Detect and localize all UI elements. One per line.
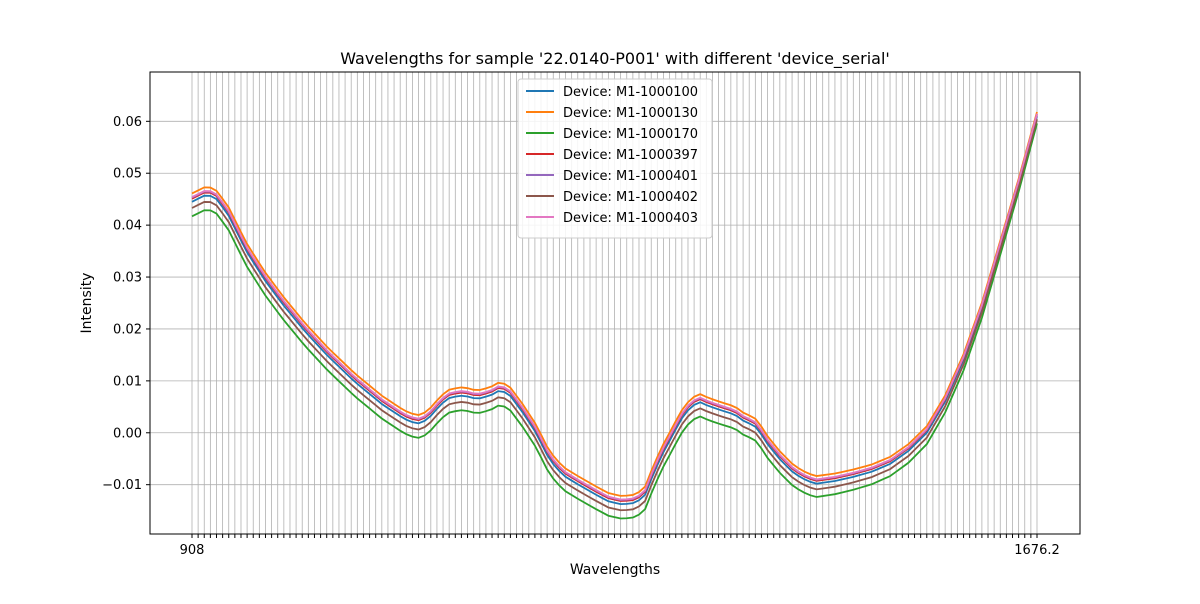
y-tick-label: 0.05 bbox=[113, 167, 142, 182]
legend-label-4: Device: M1-1000401 bbox=[563, 169, 698, 184]
legend-label-5: Device: M1-1000402 bbox=[563, 190, 698, 205]
series-lines bbox=[191, 111, 1038, 520]
y-tick-label: −0.01 bbox=[102, 478, 142, 493]
x-tick-label-first: 908 bbox=[180, 543, 205, 558]
legend: Device: M1-1000100 Device: M1-1000130 Devi… bbox=[517, 78, 713, 239]
x-tick-label-last: 1676.2 bbox=[1014, 543, 1060, 558]
legend-label-0: Device: M1-1000100 bbox=[563, 85, 698, 100]
y-tick-label: 0.00 bbox=[113, 426, 142, 441]
series-line-1 bbox=[191, 111, 1038, 497]
legend-label-1: Device: M1-1000130 bbox=[563, 106, 698, 121]
series-line-2 bbox=[191, 123, 1038, 520]
legend-label-6: Device: M1-1000403 bbox=[563, 211, 698, 226]
y-tick-label: 0.01 bbox=[113, 374, 142, 389]
x-axis-label: Wavelengths bbox=[570, 562, 660, 578]
legend-box bbox=[517, 78, 713, 239]
x-axis: 908 1676.2 bbox=[180, 534, 1060, 558]
series-line-0 bbox=[191, 115, 1038, 506]
legend-label-3: Device: M1-1000397 bbox=[563, 148, 698, 163]
y-tick-label: 0.02 bbox=[113, 322, 142, 337]
y-tick-label: 0.06 bbox=[113, 115, 142, 130]
series-line-6 bbox=[191, 113, 1038, 501]
legend-label-2: Device: M1-1000170 bbox=[563, 127, 698, 142]
series-line-5 bbox=[191, 119, 1038, 512]
y-axis-label: Intensity bbox=[79, 273, 95, 334]
y-tick-label: 0.03 bbox=[113, 271, 142, 286]
y-axis: −0.01 0.00 0.01 0.02 0.03 0.04 0.05 0.06 bbox=[102, 115, 150, 493]
y-tick-label: 0.04 bbox=[113, 219, 142, 234]
chart-title: Wavelengths for sample '22.0140-P001' wi… bbox=[340, 49, 890, 69]
